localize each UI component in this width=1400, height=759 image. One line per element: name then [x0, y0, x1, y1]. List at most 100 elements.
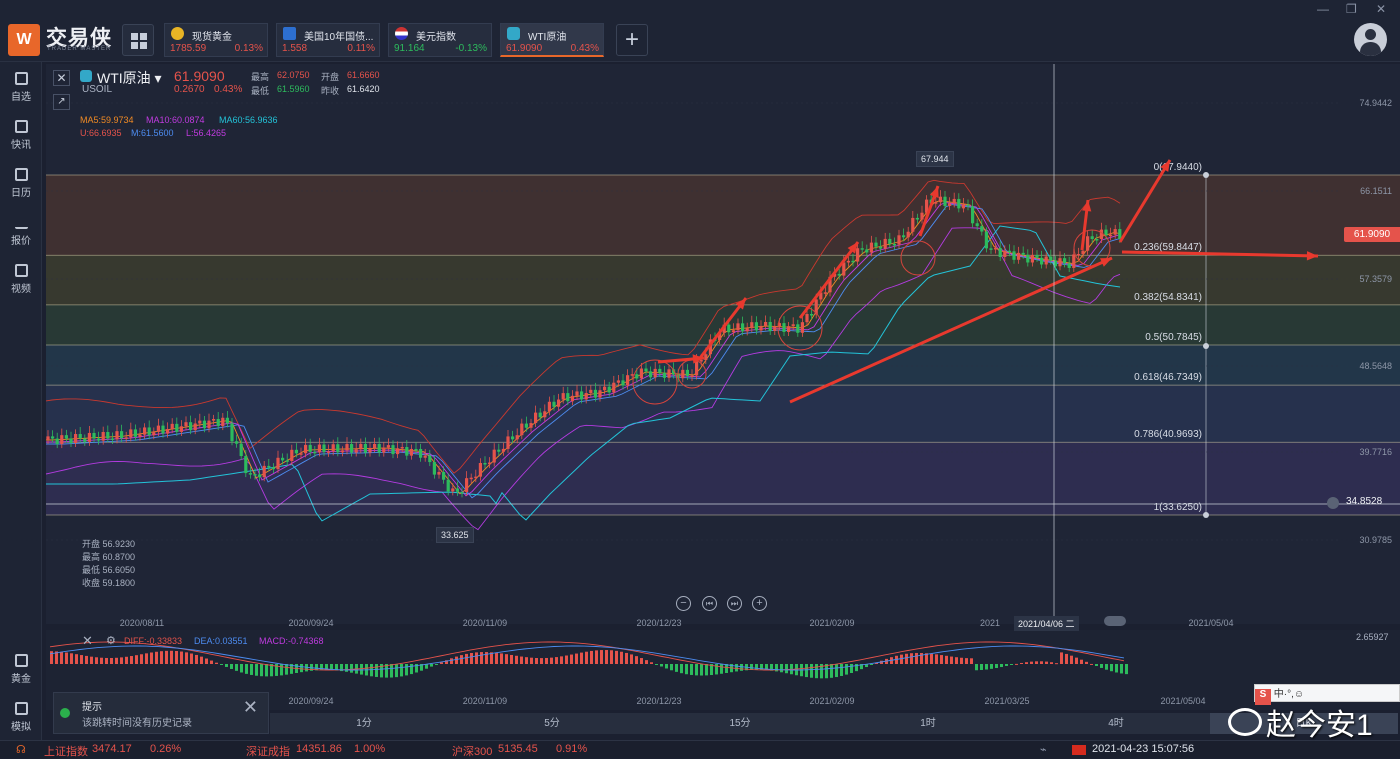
macd-bar	[305, 664, 308, 672]
candle-body	[731, 330, 735, 333]
period-4h[interactable]: 4时	[1108, 718, 1124, 729]
signal-icon[interactable]: ⌁	[1040, 744, 1047, 756]
quote-icon	[14, 216, 28, 229]
candle-body	[630, 374, 634, 376]
candle-body	[451, 488, 455, 492]
candle-body	[957, 198, 961, 209]
watermark-text: 赵今安1	[1266, 709, 1373, 742]
chart-area[interactable]: 0(67.9440) 0.236(59.8447) 0.382(54.8341) 0.…	[0, 0, 1400, 740]
macd-bar	[740, 664, 743, 671]
macd-bar	[90, 656, 93, 664]
tab-wti[interactable]: WTI原油 61.9090 0.43%	[500, 23, 604, 57]
candle-body	[810, 314, 814, 316]
macd-bar	[840, 664, 843, 676]
candle-body	[133, 429, 137, 437]
candle-body	[368, 448, 372, 453]
open-value: 61.6660	[347, 70, 380, 80]
sidebar-item-watchlist[interactable]: 自选	[0, 72, 42, 103]
macd-settings-icon[interactable]: ⚙	[106, 635, 116, 647]
sidebar-item-video[interactable]: 视频	[0, 264, 42, 295]
draw-tool-button[interactable]: ↗	[53, 94, 70, 110]
macd-bar	[850, 664, 853, 673]
oil-icon	[507, 27, 520, 40]
minimize-icon[interactable]: —	[1317, 2, 1329, 16]
candle-body	[943, 196, 947, 206]
candle-body	[1026, 254, 1030, 263]
macd-bar	[115, 657, 118, 664]
tab-dxy[interactable]: 美元指数 91.164 -0.13%	[388, 23, 492, 57]
period-1m[interactable]: 1分	[356, 718, 372, 729]
prev-close-label: 昨收	[321, 86, 340, 96]
candle-body	[819, 292, 823, 300]
candle-body	[511, 436, 515, 440]
macd-bar	[405, 664, 408, 676]
macd-bar	[970, 658, 973, 664]
candle-body	[432, 462, 436, 475]
headset-icon[interactable]: ☊	[16, 744, 26, 756]
macd-bar	[1095, 664, 1098, 667]
candle-body	[966, 204, 970, 207]
candle-body	[143, 427, 147, 435]
candle-body	[1081, 250, 1085, 255]
sz-index-name[interactable]: 深证成指	[246, 746, 290, 758]
add-tab-button[interactable]: +	[616, 24, 648, 56]
layout-grid-button[interactable]	[122, 24, 154, 56]
fib-band	[46, 175, 1400, 256]
sidebar-item-calendar[interactable]: 日历	[0, 168, 42, 199]
tab-us10y[interactable]: 美国10年国债... 1.558 0.11%	[276, 23, 380, 57]
avatar[interactable]	[1354, 23, 1387, 56]
candle-body	[998, 247, 1002, 258]
fib-band	[46, 345, 1400, 386]
zoom-in-button[interactable]: +	[752, 596, 767, 611]
macd-bar	[990, 664, 993, 669]
candle-body	[285, 460, 289, 462]
hs300-name[interactable]: 沪深300	[452, 746, 493, 758]
zoom-out-button[interactable]: −	[676, 596, 691, 611]
macd-bar	[650, 662, 653, 664]
symbol-name[interactable]: WTI原油 ▾	[97, 70, 162, 86]
candle-body	[589, 389, 593, 394]
macd-bar	[645, 660, 648, 664]
macd-bar	[815, 664, 818, 679]
tab-gold[interactable]: 现货黄金 1785.59 0.13%	[164, 23, 268, 57]
macd-bar	[475, 652, 478, 664]
macd-diff-label: DIFF:-0.33833	[124, 636, 183, 646]
candle-body	[865, 249, 869, 253]
sidebar-item-news[interactable]: 快讯	[0, 120, 42, 151]
macd-bar	[380, 664, 383, 678]
arrow-head	[1160, 160, 1170, 172]
macd-bar	[270, 664, 273, 677]
ma60-line	[46, 225, 1121, 522]
period-1h[interactable]: 1时	[920, 718, 936, 729]
macd-bar	[565, 655, 568, 664]
sidebar-item-gold[interactable]: 黄金	[0, 654, 42, 685]
close-macd-button[interactable]: ✕	[82, 633, 93, 648]
more-dots-icon[interactable]	[1104, 616, 1126, 626]
macd-bar	[1060, 652, 1063, 664]
sidebar-item-demo[interactable]: 模拟	[0, 702, 42, 733]
candle-body	[718, 332, 722, 341]
macd-bar	[210, 660, 213, 664]
macd-bar	[465, 653, 468, 664]
restore-icon[interactable]: ❐	[1346, 2, 1357, 16]
macd-value-label: MACD:-0.74368	[259, 636, 324, 646]
scroll-start-button[interactable]: ⏮	[702, 596, 717, 611]
alarm-bell-icon[interactable]	[1327, 497, 1339, 509]
macd-bar	[725, 664, 728, 674]
sidebar-item-quotes[interactable]: 报价	[0, 216, 42, 247]
close-alert-button[interactable]: ✕	[242, 697, 258, 717]
macd-bar	[1120, 664, 1123, 674]
period-5m[interactable]: 5分	[544, 718, 560, 729]
close-chart-button[interactable]: ✕	[53, 70, 70, 86]
close-window-icon[interactable]: ✕	[1376, 2, 1387, 16]
candle-body	[336, 444, 340, 453]
candle-body	[828, 276, 832, 293]
macd-bar	[655, 664, 658, 665]
candle-body	[313, 451, 317, 454]
period-15m[interactable]: 15分	[729, 718, 751, 729]
macd-bar	[320, 664, 323, 671]
scroll-end-button[interactable]: ⏭	[727, 596, 742, 611]
ime-toolbar[interactable]: S 中·°,☺	[1254, 684, 1400, 705]
fib-band	[46, 442, 1400, 515]
sh-index-name[interactable]: 上证指数	[44, 746, 88, 758]
